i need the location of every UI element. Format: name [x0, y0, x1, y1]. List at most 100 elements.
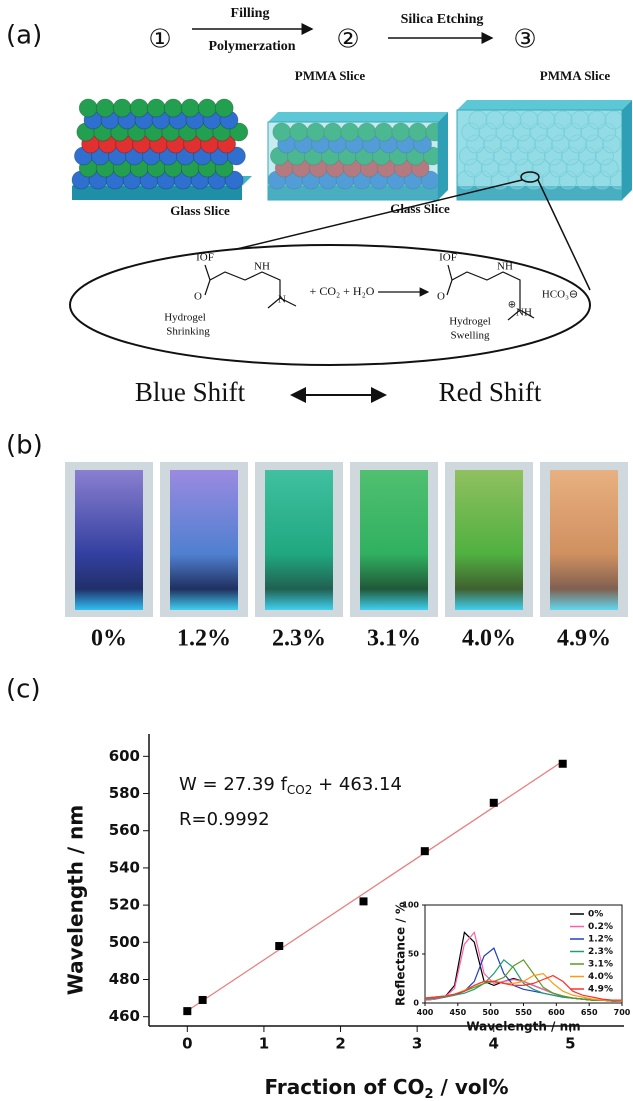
legend-label: 2.3%	[588, 947, 613, 957]
data-point	[558, 759, 567, 768]
legend-label: 0.2%	[588, 922, 613, 932]
arrow-label: Filling	[231, 6, 270, 21]
sphere	[226, 146, 246, 166]
x-tick-label: 650	[581, 1008, 598, 1017]
sample-label: 2.3%	[272, 626, 326, 652]
x-tick-label: 4	[489, 1035, 499, 1053]
x-axis-label-text: Fraction of CO	[265, 1075, 425, 1099]
sample-label: 0%	[91, 626, 127, 652]
panel-label: (c)	[6, 675, 41, 705]
glass-slice	[268, 186, 438, 200]
chem-label: NH	[497, 261, 513, 273]
y-tick-label: 560	[109, 821, 140, 839]
step-number: ①	[148, 25, 171, 55]
shift-label: Blue Shift	[135, 377, 246, 407]
chem-label: Swelling	[450, 330, 490, 342]
legend-label: 4.9%	[588, 985, 613, 995]
sample-label: 1.2%	[177, 626, 231, 652]
legend-label: 1.2%	[588, 935, 613, 945]
sample-film	[265, 470, 333, 610]
sphere	[534, 134, 553, 154]
slice-label: Glass Slice	[170, 203, 230, 218]
x-axis-label-subscript: 2	[425, 1087, 434, 1101]
sphere	[531, 158, 551, 178]
data-point	[489, 798, 498, 807]
x-axis-label: Fraction of CO2 / vol%	[265, 1075, 509, 1101]
slice-label: Glass Slice	[390, 201, 450, 216]
chem-label: IOF	[439, 252, 457, 264]
data-point	[183, 1007, 192, 1016]
data-point	[359, 897, 368, 906]
sample-film	[455, 470, 523, 610]
sphere	[570, 110, 590, 130]
x-tick-label: 1	[259, 1035, 269, 1053]
slice-label: PMMA Slice	[295, 68, 366, 83]
y-tick-label: 540	[109, 858, 140, 876]
sphere	[485, 110, 505, 130]
sphere	[502, 110, 522, 130]
fit-line	[186, 760, 564, 1012]
data-point	[198, 995, 207, 1004]
chem-label: O	[194, 291, 202, 303]
step-number: ②	[336, 25, 359, 55]
x-tick-label: 400	[417, 1008, 434, 1017]
y-tick-label: 0	[413, 999, 419, 1008]
sphere	[587, 110, 607, 130]
sphere	[480, 158, 500, 178]
pmma-slice	[268, 112, 448, 122]
sphere	[500, 134, 520, 154]
shift-label: Red Shift	[439, 377, 542, 407]
sample-film	[550, 470, 618, 610]
y-tick-label: 460	[109, 1007, 140, 1025]
sphere	[78, 98, 98, 118]
x-axis-label: Wavelength / nm	[466, 1020, 580, 1034]
panel-label: (a)	[6, 21, 42, 51]
sphere	[568, 134, 587, 154]
chem-label: HCO₃⊖	[542, 289, 578, 301]
sample-label: 3.1%	[367, 626, 421, 652]
y-axis-label: Reflectance / %	[394, 902, 408, 1006]
zoom-circle	[520, 171, 540, 183]
equation: W = 27.39 fCO2 + 463.14	[179, 774, 402, 797]
y-tick-label: 50	[408, 950, 420, 959]
chem-label: IOF	[196, 252, 214, 264]
sphere	[517, 134, 536, 154]
sphere	[458, 146, 478, 166]
sample-film	[170, 470, 238, 610]
sphere	[483, 134, 503, 154]
x-tick-label: 550	[515, 1008, 532, 1017]
chem-label: Hydrogel	[164, 312, 206, 324]
sphere	[553, 110, 573, 130]
reaction-ellipse	[69, 244, 591, 366]
x-tick-label: 5	[565, 1035, 575, 1053]
sphere	[599, 158, 619, 178]
sphere	[585, 134, 604, 154]
sphere	[146, 98, 166, 118]
sphere	[582, 158, 602, 178]
sphere	[224, 170, 244, 190]
sphere	[129, 98, 149, 118]
x-tick-label: 500	[482, 1008, 499, 1017]
y-tick-label: 480	[109, 970, 140, 988]
glass-slice	[72, 186, 242, 200]
x-tick-label: 600	[548, 1008, 565, 1017]
sphere	[565, 158, 585, 178]
sphere	[95, 98, 115, 118]
glass-slice	[457, 186, 622, 200]
sample-film	[360, 470, 428, 610]
molecule-bond	[446, 264, 535, 321]
panel-label: (b)	[6, 431, 43, 461]
chem-label: NH	[516, 307, 532, 319]
y-axis-label: Wavelength / nm	[64, 805, 88, 996]
legend-label: 3.1%	[588, 960, 613, 970]
x-tick-label: 3	[412, 1035, 422, 1053]
sphere	[602, 134, 621, 154]
chem-label: Shrinking	[166, 326, 210, 338]
chem-label: ⊕	[508, 299, 516, 310]
x-axis-label-text: / vol%	[434, 1075, 509, 1099]
sphere	[497, 158, 517, 178]
chem-label: O	[437, 291, 445, 303]
y-tick-label: 100	[402, 901, 419, 910]
step-number: ③	[513, 25, 536, 55]
sphere	[463, 158, 483, 178]
